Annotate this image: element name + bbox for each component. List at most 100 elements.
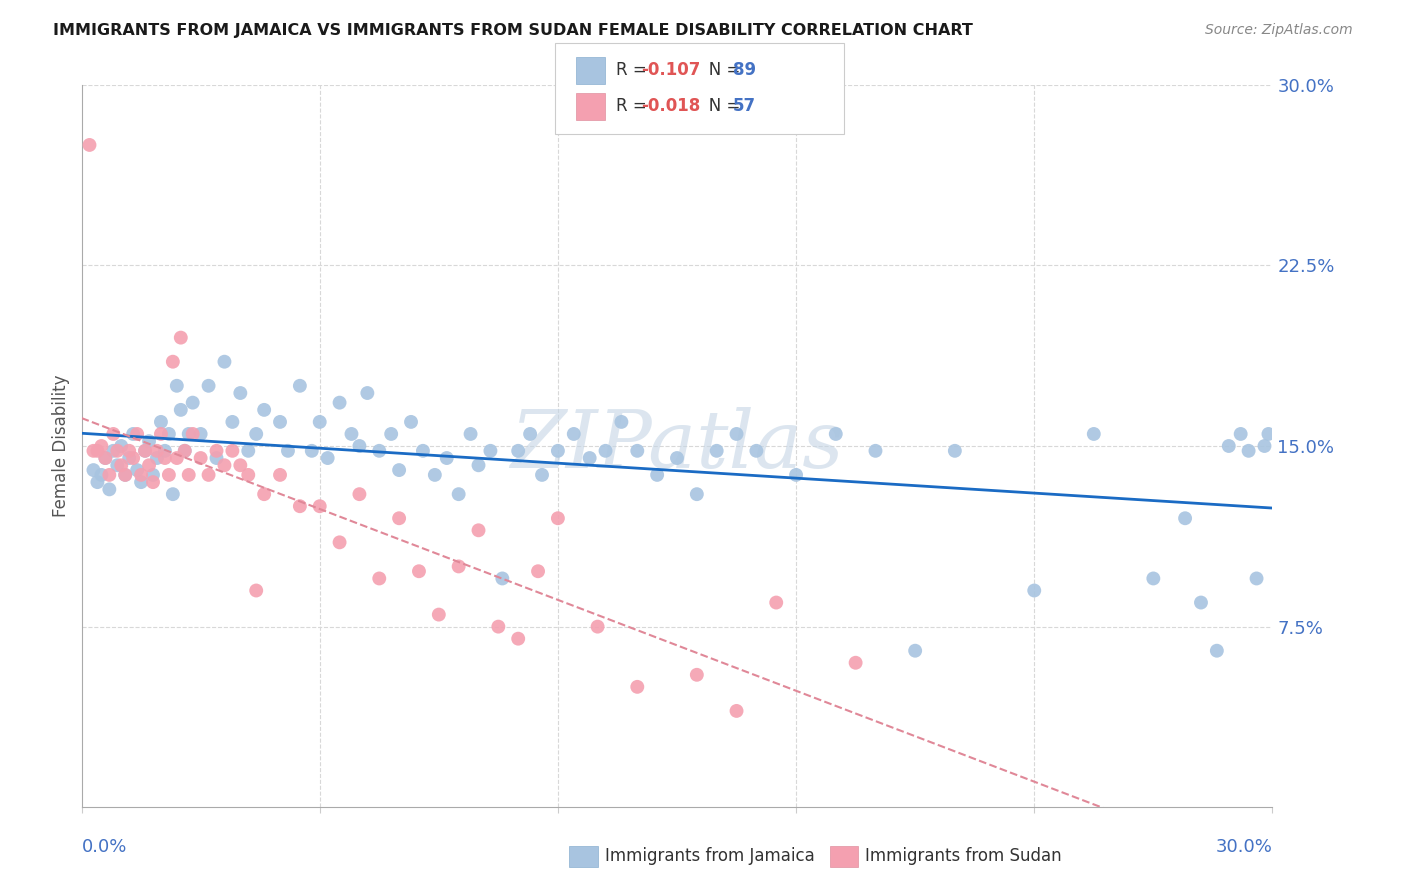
Point — [269, 467, 291, 482]
Point — [745, 443, 768, 458]
Point — [519, 426, 541, 441]
Point — [114, 467, 136, 482]
Point — [865, 443, 887, 458]
Point — [221, 443, 243, 458]
Point — [162, 487, 184, 501]
Point — [423, 467, 446, 482]
Point — [129, 475, 152, 489]
Point — [134, 443, 156, 458]
Point — [277, 443, 299, 458]
Point — [173, 443, 195, 458]
Point — [105, 443, 128, 458]
Point — [118, 451, 141, 466]
Point — [205, 443, 228, 458]
Point — [221, 415, 243, 429]
Point — [349, 487, 371, 501]
Point — [1246, 571, 1268, 585]
Point — [127, 463, 149, 477]
Point — [162, 355, 184, 369]
Point — [1229, 426, 1251, 441]
Text: 30.0%: 30.0% — [1216, 838, 1272, 855]
Point — [1024, 583, 1046, 598]
Point — [146, 443, 169, 458]
Point — [467, 523, 489, 537]
Point — [269, 415, 291, 429]
Text: N =: N = — [693, 97, 745, 115]
Text: Immigrants from Jamaica: Immigrants from Jamaica — [605, 847, 814, 865]
Point — [122, 426, 145, 441]
Text: Immigrants from Sudan: Immigrants from Sudan — [865, 847, 1062, 865]
Text: R =: R = — [616, 62, 652, 79]
Point — [824, 426, 846, 441]
Point — [245, 583, 267, 598]
Point — [508, 443, 530, 458]
Point — [82, 443, 104, 458]
Point — [725, 426, 748, 441]
Point — [86, 443, 108, 458]
Point — [301, 443, 323, 458]
Point — [547, 443, 569, 458]
Point — [94, 451, 117, 466]
Point — [586, 619, 609, 633]
Point — [427, 607, 450, 622]
Point — [86, 475, 108, 489]
Point — [170, 403, 193, 417]
Point — [229, 458, 252, 473]
Point — [129, 467, 152, 482]
Point — [142, 475, 165, 489]
Point — [578, 451, 600, 466]
Point — [134, 443, 156, 458]
Point — [626, 443, 648, 458]
Point — [127, 426, 149, 441]
Point — [785, 467, 807, 482]
Point — [1083, 426, 1105, 441]
Point — [149, 426, 172, 441]
Point — [170, 330, 193, 344]
Point — [177, 426, 200, 441]
Point — [1174, 511, 1197, 525]
Point — [118, 443, 141, 458]
Point — [610, 415, 633, 429]
Point — [98, 467, 121, 482]
Point — [491, 571, 513, 585]
Point — [110, 458, 132, 473]
Point — [308, 500, 330, 514]
Point — [166, 451, 188, 466]
Point — [149, 415, 172, 429]
Point — [153, 451, 176, 466]
Point — [388, 463, 411, 477]
Point — [288, 500, 311, 514]
Point — [177, 467, 200, 482]
Point — [349, 439, 371, 453]
Point — [142, 467, 165, 482]
Text: 0.0%: 0.0% — [82, 838, 127, 855]
Point — [479, 443, 502, 458]
Point — [245, 426, 267, 441]
Point — [229, 386, 252, 401]
Point — [103, 443, 125, 458]
Point — [214, 458, 236, 473]
Point — [308, 415, 330, 429]
Point — [1237, 443, 1260, 458]
Point — [190, 451, 212, 466]
Y-axis label: Female Disability: Female Disability — [52, 375, 70, 517]
Text: Source: ZipAtlas.com: Source: ZipAtlas.com — [1205, 23, 1353, 37]
Point — [368, 443, 391, 458]
Point — [181, 395, 204, 409]
Point — [1257, 426, 1279, 441]
Point — [486, 619, 509, 633]
Point — [380, 426, 402, 441]
Point — [686, 487, 709, 501]
Point — [904, 644, 927, 658]
Point — [562, 426, 585, 441]
Text: N =: N = — [693, 62, 745, 79]
Point — [197, 379, 219, 393]
Point — [943, 443, 966, 458]
Point — [288, 379, 311, 393]
Point — [329, 395, 352, 409]
Point — [146, 451, 169, 466]
Point — [706, 443, 728, 458]
Point — [447, 559, 470, 574]
Text: 57: 57 — [733, 97, 755, 115]
Point — [253, 487, 276, 501]
